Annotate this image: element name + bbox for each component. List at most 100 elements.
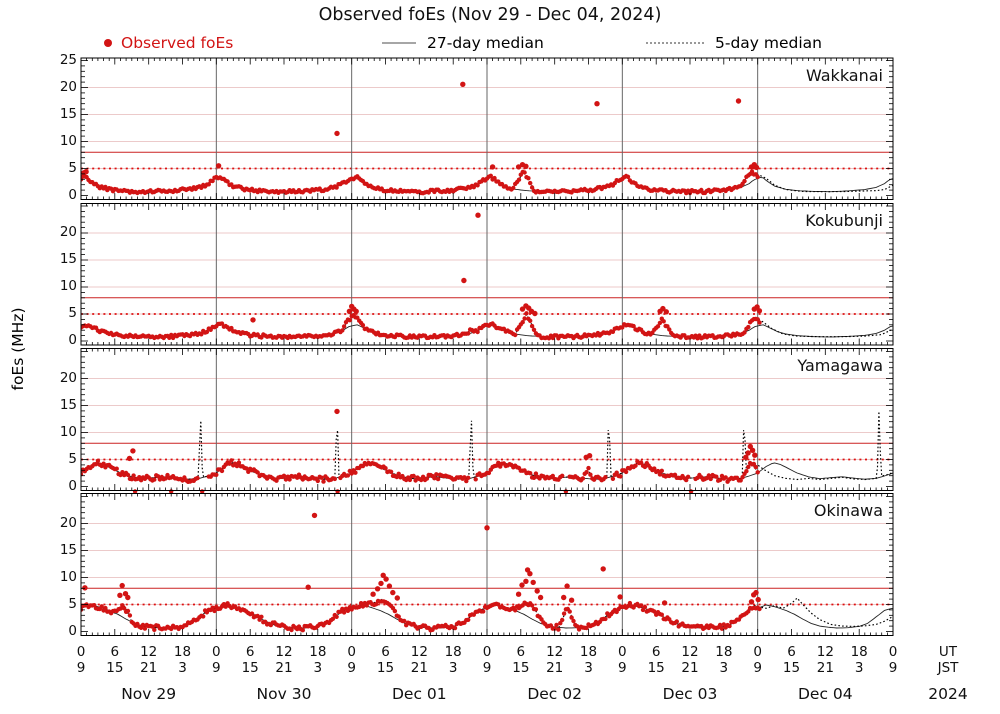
x-tick-label-ut: 0 (212, 644, 221, 660)
y-tick-label: 15 (59, 541, 77, 558)
y-tick-label: 5 (68, 159, 77, 176)
x-tick-label-jst: 9 (347, 660, 356, 676)
x-tick-label-jst: 15 (512, 660, 530, 676)
x-tick-label-ut: 12 (410, 644, 428, 660)
y-tick-label: 0 (68, 477, 77, 494)
y-tick-label: 5 (68, 450, 77, 467)
x-tick-label-ut: 0 (753, 644, 762, 660)
x-tick-label-jst: 15 (241, 660, 259, 676)
observed-points (81, 408, 760, 484)
x-tick-label-ut: 0 (618, 644, 627, 660)
y-tick-label: 20 (59, 369, 77, 386)
x-tick-label-jst: 3 (854, 660, 864, 676)
x-tick-label-jst: 9 (212, 660, 221, 676)
x-tick-label-jst: 21 (681, 660, 699, 676)
x-tick-label-jst: 15 (647, 660, 665, 676)
x-tick-label-jst: 9 (753, 660, 762, 676)
x-tick-label-jst: 3 (178, 660, 187, 676)
x-tick-label-jst: 9 (482, 660, 492, 676)
y-tick-label: 20 (59, 224, 77, 240)
panel-label-okinawa: Okinawa (813, 501, 883, 520)
observed-points (81, 212, 763, 341)
x-tick-label-ut: 18 (444, 644, 462, 660)
date-label-dec01: Dec 01 (392, 685, 447, 703)
x-tick-label-jst: 21 (546, 660, 564, 676)
y-tick-label: 5 (68, 305, 77, 321)
x-tick-label-jst: 9 (76, 660, 86, 676)
y-tick-label: 20 (59, 514, 77, 531)
y-tick-label: 5 (68, 595, 77, 612)
date-label-dec03: Dec 03 (662, 685, 718, 703)
legend-median27-label: 27-day median (427, 34, 544, 52)
legend-item-median27: 27-day median (382, 33, 544, 53)
x-tick-label-ut: 6 (110, 644, 120, 660)
ut-row-label: UT (938, 644, 958, 660)
x-tick-label-ut: 0 (347, 644, 356, 660)
x-tick-label-ut: 18 (850, 644, 868, 660)
date-label-dec04: Dec 04 (798, 685, 853, 703)
panel-label-yamagawa: Yamagawa (797, 356, 883, 375)
x-tick-label-jst: 3 (313, 660, 323, 676)
x-tick-label-ut: 6 (787, 644, 796, 660)
x-tick-label-jst: 15 (782, 660, 801, 676)
y-tick-label: 15 (59, 105, 77, 122)
x-tick-label-jst: 3 (448, 660, 458, 676)
panel-wakkanai (80, 57, 894, 200)
x-tick-label-ut: 6 (381, 644, 390, 660)
x-tick-label-ut: 6 (651, 644, 661, 660)
x-tick-label-ut: 18 (715, 644, 733, 660)
y-tick-label: 10 (59, 132, 77, 149)
y-tick-label: 15 (59, 396, 77, 413)
panel-yamagawa (80, 348, 894, 494)
observed-dot-icon (104, 39, 112, 47)
jst-row-label: JST (937, 660, 959, 676)
y-tick-label: 10 (59, 278, 77, 294)
panel-label-wakkanai: Wakkanai (805, 66, 883, 85)
date-label-dec02: Dec 02 (527, 685, 582, 703)
legend-median5-label: 5-day median (715, 34, 822, 52)
x-tick-label-jst: 15 (376, 660, 395, 676)
x-tick-label-jst: 9 (888, 660, 898, 676)
x-tick-label-ut: 12 (546, 644, 564, 660)
panel-label-kokubunji: Kokubunji (805, 211, 883, 230)
x-tick-label-ut: 0 (76, 644, 86, 660)
x-tick-label-ut: 12 (140, 644, 158, 660)
year-label: 2024 (928, 685, 968, 703)
solid-line-icon (382, 42, 416, 44)
x-tick-label-jst: 21 (275, 660, 293, 676)
x-tick-label-ut: 0 (482, 644, 492, 660)
x-tick-label-jst: 3 (719, 660, 729, 676)
y-tick-label: 10 (59, 423, 77, 440)
x-tick-label-ut: 12 (681, 644, 699, 660)
x-tick-label-ut: 18 (309, 644, 327, 660)
observed-points (81, 81, 760, 196)
x-tick-label-jst: 3 (584, 660, 593, 676)
x-tick-label-jst: 21 (140, 660, 158, 676)
x-tick-label-jst: 21 (410, 660, 428, 676)
x-tick-label-ut: 6 (245, 644, 255, 660)
x-tick-label-jst: 15 (106, 660, 124, 676)
y-tick-label: 25 (59, 51, 77, 68)
panel-kokubunji (80, 203, 894, 346)
dotted-line-icon (646, 42, 704, 44)
x-tick-label-jst: 21 (816, 660, 834, 676)
x-tick-label-ut: 6 (516, 644, 526, 660)
y-tick-label: 0 (68, 622, 77, 639)
date-label-nov30: Nov 30 (256, 685, 312, 703)
x-tick-label-ut: 18 (579, 644, 598, 660)
legend-item-observed: Observed foEs (104, 33, 233, 53)
y-tick-label: 0 (68, 186, 77, 203)
x-tick-label-jst: 9 (618, 660, 627, 676)
chart-title: Observed foEs (Nov 29 - Dec 04, 2024) (318, 5, 662, 25)
x-tick-label-ut: 0 (888, 644, 898, 660)
date-label-nov29: Nov 29 (121, 685, 177, 703)
x-tick-label-ut: 18 (173, 644, 192, 660)
panel-okinawa (80, 493, 894, 636)
legend-observed-label: Observed foEs (121, 34, 234, 52)
y-tick-label: 20 (59, 78, 77, 95)
legend-item-median5: 5-day median (646, 33, 822, 53)
y-tick-label: 10 (59, 568, 77, 585)
y-tick-label: 15 (59, 251, 77, 267)
